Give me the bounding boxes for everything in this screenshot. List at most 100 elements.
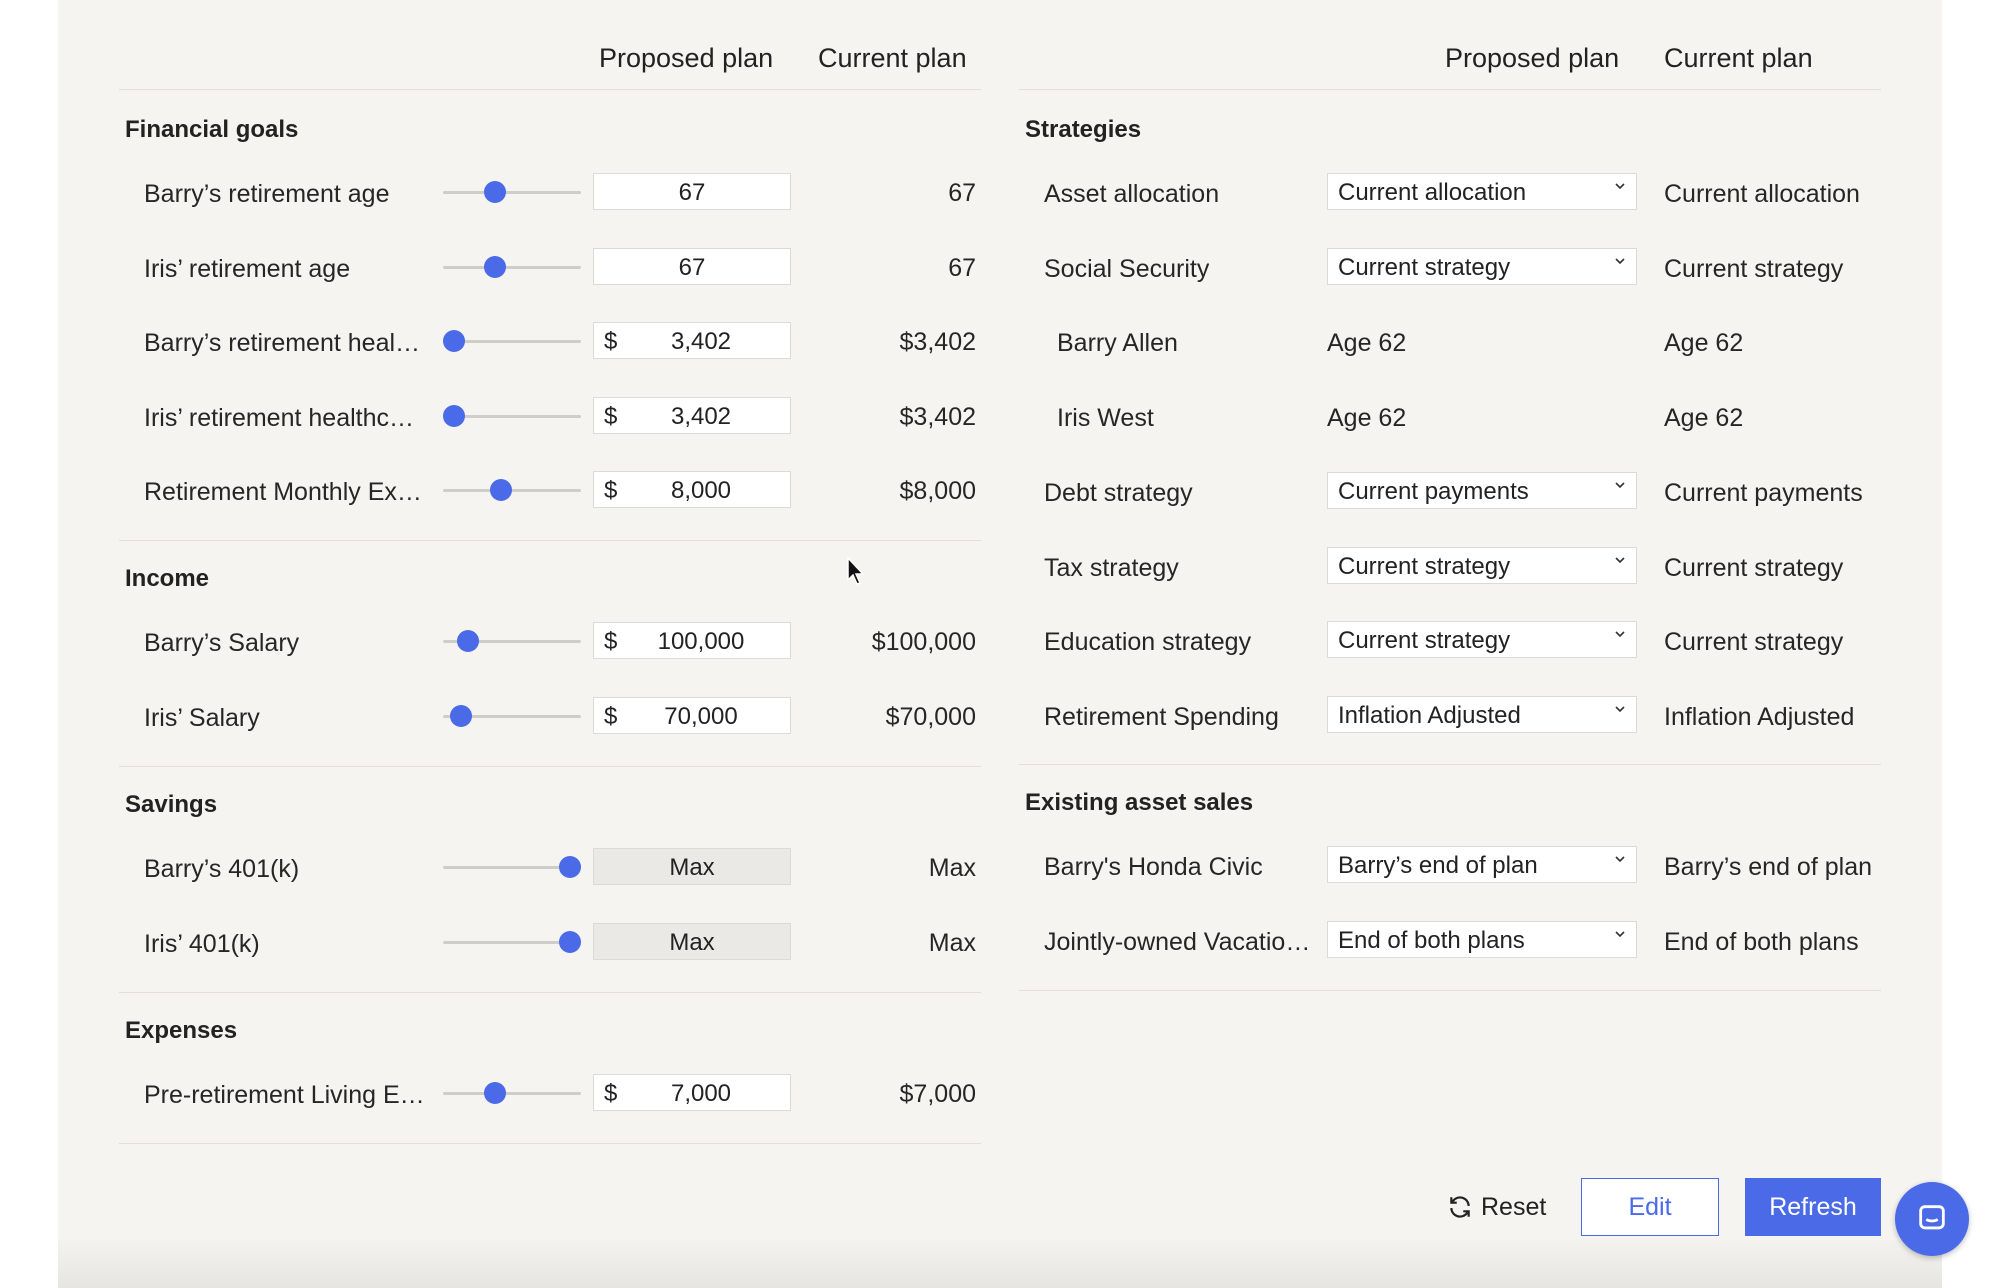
strategy-dropdown[interactable]: Current payments	[1327, 471, 1637, 509]
strategy-dropdown[interactable]: Current strategy	[1327, 621, 1637, 659]
slider-thumb[interactable]	[456, 630, 479, 652]
proposed-value-input[interactable]: $100,000	[593, 622, 791, 659]
slider-thumb[interactable]	[443, 330, 466, 352]
plan-input-row: Pre-retirement Living E… $7,000 $7,000	[119, 1057, 981, 1131]
current-plan-heading: Current plan	[818, 43, 967, 73]
chevron-down-icon	[1615, 706, 1625, 713]
plan-input-row: Iris’ retirement healthc… $3,402 $3,402	[119, 380, 981, 454]
current-plan-value: Current strategy	[1664, 254, 1844, 283]
row-label: Pre-retirement Living E…	[144, 1081, 425, 1109]
proposed-value-input[interactable]: 67	[593, 173, 791, 210]
current-plan-value: $8,000	[899, 477, 976, 505]
chevron-down-icon	[1615, 631, 1625, 638]
slider-thumb[interactable]	[484, 255, 507, 278]
strategy-dropdown[interactable]: Current allocation	[1327, 173, 1637, 210]
existing-asset-sales-section: Existing asset sales Barry's Honda Civic…	[1019, 765, 1881, 991]
selected-option: Current payments	[1338, 477, 1529, 505]
plan-input-row: Iris’ retirement age 67 67	[119, 231, 981, 305]
row-label: Asset allocation	[1044, 180, 1220, 208]
input-value: 7,000	[670, 1080, 732, 1107]
row-label: Iris’ retirement age	[144, 254, 351, 283]
slider-thumb[interactable]	[449, 705, 472, 727]
strategy-dropdown[interactable]: Current strategy	[1327, 546, 1637, 584]
left-column-header: Proposed plan Current plan	[119, 0, 981, 90]
value-slider[interactable]	[443, 181, 581, 203]
slider-thumb[interactable]	[443, 404, 466, 427]
current-plan-value: Current allocation	[1664, 180, 1860, 208]
current-plan-value: 67	[948, 179, 976, 207]
proposed-value-input[interactable]: $8,000	[593, 471, 791, 508]
strategy-dropdown[interactable]: Inflation Adjusted	[1327, 695, 1637, 733]
proposed-value-input[interactable]: $70,000	[593, 697, 791, 734]
slider-thumb[interactable]	[558, 931, 581, 953]
row-label: Social Security	[1044, 254, 1210, 283]
current-plan-value: $3,402	[899, 402, 976, 431]
chevron-down-icon	[1615, 931, 1625, 938]
section-title: Expenses	[125, 1017, 238, 1044]
reset-label: Reset	[1481, 1192, 1547, 1221]
strategy-row: Education strategy Current strategy Curren…	[1019, 604, 1881, 678]
strategy-row: Retirement Spending Inflation Adjusted Inf…	[1019, 679, 1881, 753]
strategy-dropdown[interactable]: Current strategy	[1327, 247, 1637, 285]
input-value: 3,402	[670, 328, 732, 355]
row-label: Iris West	[1057, 404, 1154, 433]
value-slider[interactable]	[443, 630, 581, 652]
reset-button[interactable]: Reset	[1447, 1178, 1557, 1236]
value-slider[interactable]	[443, 330, 581, 352]
current-plan-value: Age 62	[1664, 329, 1744, 358]
current-plan-value: $100,000	[871, 628, 976, 656]
income-section: Income Barry’s Salary $100,000 $100,000 Iri…	[119, 541, 981, 767]
refresh-button[interactable]: Refresh	[1745, 1178, 1881, 1236]
current-plan-value: Current strategy	[1664, 628, 1844, 657]
proposed-plan-heading: Proposed plan	[1445, 43, 1620, 73]
proposed-value-input[interactable]: 67	[593, 247, 791, 285]
currency-symbol: $	[604, 328, 618, 355]
slider-thumb[interactable]	[484, 1082, 507, 1104]
plan-input-row: Barry’s retirement age 67 67	[119, 156, 981, 230]
value-slider[interactable]	[443, 404, 581, 427]
slider-thumb[interactable]	[558, 856, 581, 878]
row-label: Barry’s retirement age	[144, 180, 390, 208]
current-plan-heading: Current plan	[1664, 43, 1813, 73]
row-label: Barry Allen	[1057, 329, 1178, 358]
input-value: Max	[669, 929, 715, 956]
input-value: 70,000	[664, 703, 738, 730]
value-slider[interactable]	[443, 479, 581, 501]
section-title: Savings	[125, 791, 218, 818]
chevron-down-icon	[1615, 258, 1625, 264]
section-title: Existing asset sales	[1025, 789, 1254, 816]
value-slider[interactable]	[443, 856, 581, 878]
plan-input-row: Barry’s Salary $100,000 $100,000	[119, 605, 981, 679]
edit-button[interactable]: Edit	[1581, 1178, 1719, 1236]
value-slider[interactable]	[443, 1082, 581, 1104]
currency-symbol: $	[604, 703, 618, 730]
value-slider[interactable]	[443, 255, 581, 278]
section-title: Income	[125, 565, 210, 592]
proposed-value: Age 62	[1327, 404, 1407, 433]
value-slider[interactable]	[443, 931, 581, 953]
financial-goals-section: Financial goals Barry’s retirement age 67…	[119, 90, 981, 541]
chat-launcher-button[interactable]	[1895, 1182, 1969, 1256]
proposed-value-input[interactable]: $3,402	[593, 396, 791, 434]
selected-option: Inflation Adjusted	[1338, 701, 1521, 729]
slider-thumb[interactable]	[484, 181, 507, 203]
slider-thumb[interactable]	[489, 479, 512, 501]
input-value: 67	[678, 179, 706, 206]
row-label: Retirement Spending	[1044, 702, 1279, 731]
proposed-value-input[interactable]: $7,000	[593, 1074, 791, 1111]
selected-option: Current strategy	[1338, 552, 1511, 580]
current-plan-value: Age 62	[1664, 404, 1744, 433]
currency-symbol: $	[604, 402, 618, 430]
strategy-dropdown[interactable]: Barry’s end of plan	[1327, 846, 1637, 883]
proposed-value-input[interactable]: $3,402	[593, 322, 791, 359]
plan-input-row: Retirement Monthly Ex… $8,000 $8,000	[119, 454, 981, 528]
strategy-row: Barry Allen Age 62 Age 62	[1019, 305, 1881, 379]
proposed-value-input: Max	[593, 923, 791, 960]
selected-option: Current allocation	[1338, 179, 1527, 206]
strategy-dropdown[interactable]: End of both plans	[1327, 921, 1637, 958]
row-label: Iris’ retirement healthc…	[144, 403, 414, 432]
currency-symbol: $	[604, 1080, 618, 1107]
section-title: Strategies	[1025, 116, 1142, 143]
value-slider[interactable]	[443, 705, 581, 727]
chevron-down-icon	[1615, 183, 1625, 190]
